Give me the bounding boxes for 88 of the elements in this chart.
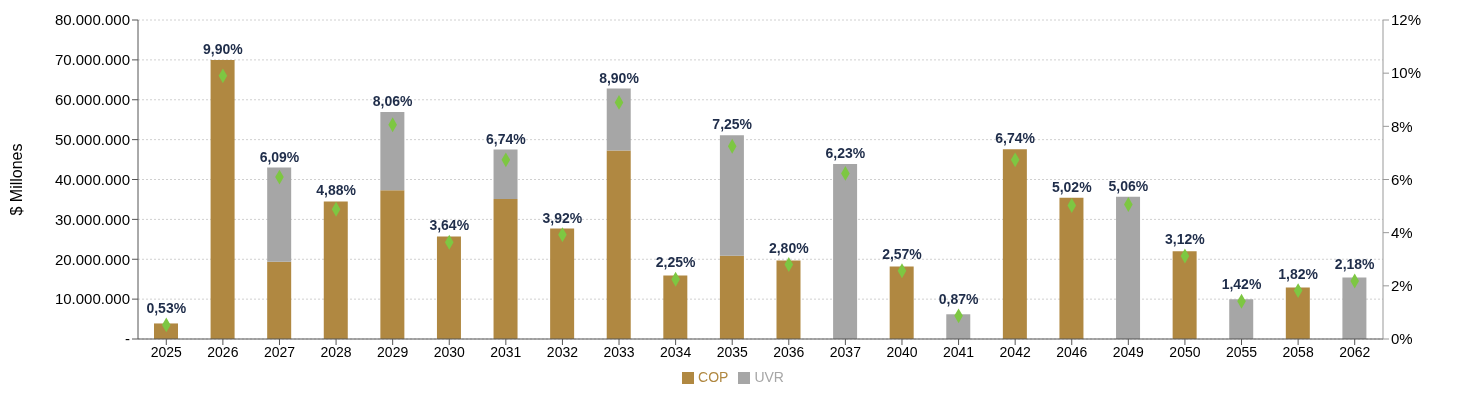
data-label: 2,25% <box>655 254 697 271</box>
bar <box>606 88 631 151</box>
data-label: 7,25% <box>712 116 753 133</box>
y-tick-label: 50.000.000 <box>54 130 130 148</box>
bar <box>663 275 688 339</box>
data-label: 3,12% <box>1165 231 1206 248</box>
bar <box>1229 299 1254 339</box>
y2-tick-label: 2% <box>1391 277 1413 295</box>
x-tick-label: 2058 <box>1282 343 1314 360</box>
bar <box>493 199 518 339</box>
x-tick-label: 2033 <box>603 343 635 360</box>
y-axis-title: $ Millones <box>7 143 25 216</box>
y-tick-label: 30.000.000 <box>54 210 130 228</box>
x-tick-label: 2049 <box>1112 343 1145 360</box>
x-tick-label: 2040 <box>886 343 918 360</box>
data-label: 1,82% <box>1278 265 1319 282</box>
data-label: 8,90% <box>599 69 640 86</box>
bar <box>493 149 518 200</box>
bar <box>1285 287 1310 339</box>
y2-tick-label: 10% <box>1391 64 1422 82</box>
bar <box>719 135 744 256</box>
x-tick-label: 2025 <box>150 343 183 360</box>
y-tick-label: - <box>125 330 130 348</box>
x-tick-label: 2031 <box>490 343 522 360</box>
x-tick-label: 2027 <box>263 343 296 360</box>
data-label: 2,57% <box>882 245 923 262</box>
bar <box>1002 149 1027 339</box>
x-tick-label: 2037 <box>829 343 862 360</box>
data-label: 9,90% <box>203 40 244 57</box>
x-tick-label: 2055 <box>1225 343 1258 360</box>
x-tick-label: 2030 <box>433 343 466 360</box>
data-label: 1,42% <box>1221 276 1262 293</box>
bar <box>889 266 914 339</box>
bar <box>550 228 575 339</box>
data-label: 3,92% <box>542 209 583 226</box>
data-label: 0,53% <box>146 299 187 316</box>
data-label: 6,09% <box>259 148 300 165</box>
y-tick-label: 70.000.000 <box>54 51 130 69</box>
data-label: 4,88% <box>316 182 357 199</box>
bar <box>606 150 631 339</box>
x-tick-label: 2035 <box>716 343 748 360</box>
bar <box>719 255 744 339</box>
bar <box>833 163 858 339</box>
x-tick-label: 2026 <box>207 343 239 360</box>
bar <box>1116 196 1141 339</box>
data-label: 6,74% <box>485 130 527 147</box>
y2-tick-label: 8% <box>1391 117 1413 135</box>
bar <box>1059 197 1084 339</box>
data-label: 5,02% <box>1051 178 1093 195</box>
bar <box>380 190 405 339</box>
x-tick-label: 2029 <box>377 343 409 360</box>
data-label: 8,06% <box>372 93 414 110</box>
bar <box>776 260 801 339</box>
bar <box>267 167 292 262</box>
x-tick-label: 2028 <box>320 343 352 360</box>
x-tick-label: 2050 <box>1169 343 1201 360</box>
y-tick-label: 10.000.000 <box>54 290 130 308</box>
data-label: 6,23% <box>825 144 866 161</box>
data-label: 6,74% <box>995 130 1036 147</box>
y-tick-label: 20.000.000 <box>54 250 130 268</box>
x-tick-label: 2041 <box>942 343 975 360</box>
legend-label: COP <box>698 369 729 385</box>
x-tick-label: 2062 <box>1339 343 1371 360</box>
x-tick-label: 2034 <box>660 343 692 360</box>
data-label: 2,80% <box>768 239 810 256</box>
bar <box>1172 251 1197 339</box>
data-label: 5,06% <box>1108 177 1149 194</box>
y2-tick-label: 6% <box>1391 170 1413 188</box>
bar <box>267 261 292 339</box>
y-tick-label: 60.000.000 <box>54 91 130 109</box>
x-tick-label: 2036 <box>773 343 805 360</box>
x-tick-label: 2042 <box>999 343 1031 360</box>
y2-tick-label: 4% <box>1391 223 1413 241</box>
data-label: 0,87% <box>938 290 979 307</box>
legend-label: UVR <box>754 369 784 385</box>
bar <box>1342 277 1367 339</box>
data-label: 3,64% <box>429 217 470 234</box>
y2-tick-label: 0% <box>1391 330 1413 348</box>
x-tick-label: 2046 <box>1056 343 1088 360</box>
data-label: 2,18% <box>1334 256 1376 273</box>
x-tick-label: 2032 <box>546 343 579 360</box>
y-tick-label: 40.000.000 <box>54 170 130 188</box>
bar <box>210 59 235 339</box>
bar <box>380 112 405 191</box>
y-tick-label: 80.000.000 <box>54 11 130 29</box>
bar <box>323 201 348 339</box>
bar <box>436 236 461 339</box>
y2-tick-label: 12% <box>1391 11 1422 29</box>
